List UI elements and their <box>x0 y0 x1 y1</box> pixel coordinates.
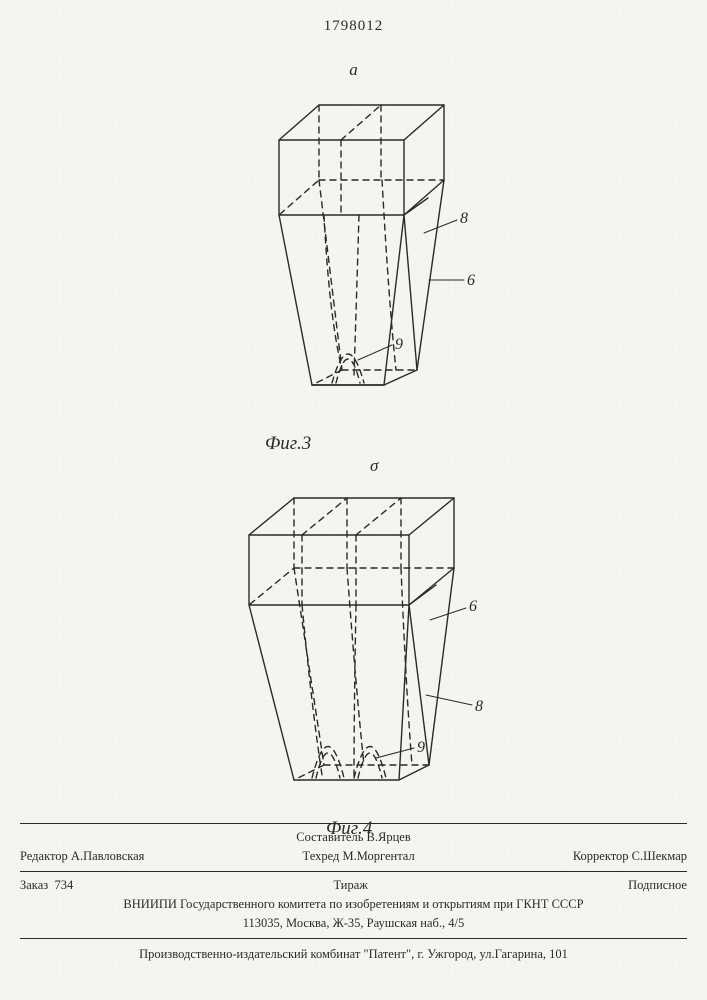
divider <box>20 823 687 824</box>
order-row: Заказ 734 Тираж Подписное <box>20 876 687 895</box>
figure-3-drawing: 8 6 9 <box>224 85 484 435</box>
org-line-1: ВНИИПИ Государственного комитета по изоб… <box>20 895 687 914</box>
figure-3-caption: Фиг.3 <box>265 433 311 455</box>
compiler-line: Составитель В.Ярцев <box>20 828 687 847</box>
figure-4-drawing: 6 8 9 <box>204 480 504 820</box>
callout-8: 8 <box>460 210 468 227</box>
callout-8b: 8 <box>475 698 483 715</box>
callout-9b: 9 <box>417 739 425 756</box>
divider <box>20 938 687 939</box>
section-label-b: σ <box>370 456 378 476</box>
org-line-2: 113035, Москва, Ж-35, Раушская наб., 4/5 <box>20 914 687 933</box>
divider <box>20 871 687 872</box>
patent-number: 1798012 <box>0 18 707 35</box>
callout-6: 6 <box>467 272 475 289</box>
footer-block: Составитель В.Ярцев Редактор А.Павловска… <box>20 819 687 964</box>
callout-6b: 6 <box>469 598 477 615</box>
press-line: Производственно-издательский комбинат "П… <box>20 945 687 964</box>
section-label-a: а <box>0 60 707 80</box>
credits-row: Редактор А.Павловская Техред М.Моргентал… <box>20 847 687 866</box>
callout-9: 9 <box>395 336 403 353</box>
